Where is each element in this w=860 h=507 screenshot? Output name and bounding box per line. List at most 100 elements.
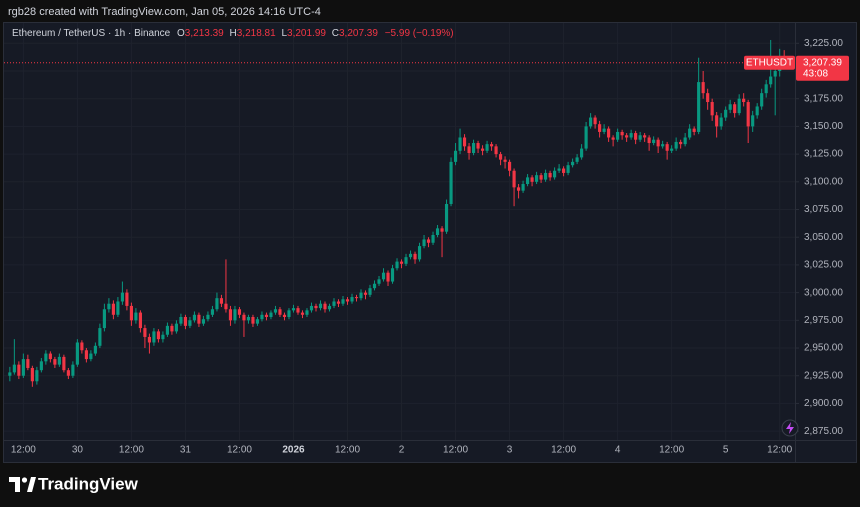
candle-body [575, 157, 579, 162]
candle-body [237, 309, 242, 315]
y-tick-label: 3,125.00 [804, 149, 843, 160]
y-tick-label: 2,875.00 [804, 426, 843, 437]
candle-body [314, 305, 318, 309]
candle-body [408, 253, 413, 258]
x-tick-label: 12:00 [11, 445, 36, 456]
ohlc-key: L [281, 28, 287, 39]
candle-body [125, 292, 129, 306]
candle-body [719, 117, 723, 127]
bolt-icon [786, 422, 794, 434]
candle-body [84, 350, 88, 360]
candle-body [93, 345, 97, 354]
candle-body [566, 165, 570, 173]
candle-body [489, 144, 494, 147]
candle-body [390, 268, 395, 282]
candle-body [138, 312, 142, 329]
candle-body [170, 325, 174, 332]
candle-body [562, 168, 566, 173]
symbol-tag-bg [744, 55, 795, 70]
candle-body [62, 356, 66, 371]
change: −5.99 (−0.19%) [385, 28, 454, 39]
candles [8, 39, 786, 387]
candle-body [746, 102, 750, 127]
x-tick-label: 4 [615, 445, 621, 456]
candle-body [710, 102, 714, 116]
x-tick-label: 2 [399, 445, 405, 456]
candle-body [652, 139, 656, 144]
candle-body [44, 353, 48, 362]
x-tick-label: 12:00 [551, 445, 576, 456]
candle-body [656, 139, 660, 147]
x-tick-label: 2026 [282, 445, 305, 456]
symbol-info: Ethereum / TetherUS · 1h · Binance [12, 28, 171, 39]
candle-body [336, 301, 341, 304]
candle-body [197, 314, 201, 324]
candle-body [372, 283, 377, 289]
candle-body [485, 144, 489, 151]
candle-body [89, 353, 93, 360]
y-tick-label: 3,175.00 [804, 93, 843, 104]
legend: Ethereum / TetherUS · 1h · Binance O3,21… [12, 28, 454, 39]
candle-body [26, 359, 30, 368]
candle-body [116, 301, 120, 315]
candle-body [688, 128, 692, 138]
candle-body [341, 299, 345, 304]
candle-body [476, 143, 480, 149]
candle-body [66, 370, 70, 376]
candle-body [300, 312, 305, 315]
candle-body [692, 128, 696, 132]
candle-body [48, 353, 52, 360]
candle-body [517, 187, 521, 191]
ohlc-value: 3,213.39 [185, 28, 224, 39]
candle-body [701, 82, 705, 94]
candle-body [629, 133, 633, 138]
last-price-label: 3,207.39 [803, 57, 842, 68]
y-tick-label: 3,100.00 [804, 176, 843, 187]
candle-body [679, 141, 683, 145]
candle-body [278, 309, 282, 315]
candle-body [264, 314, 269, 317]
candle-body [480, 148, 485, 151]
candle-body [417, 246, 422, 260]
candle-body [134, 312, 138, 321]
candle-body [98, 328, 102, 346]
y-tick-label: 3,000.00 [804, 287, 843, 298]
candle-body [327, 305, 332, 310]
candle-body [287, 310, 291, 317]
candle-body [471, 143, 476, 153]
candle-body [724, 109, 728, 118]
candle-body [192, 314, 197, 321]
candle-body [161, 334, 165, 340]
candle-body [607, 128, 611, 138]
grid: 2,875.00 2,900.00 2,925.00 2,950.00 2,975.00… [4, 23, 843, 456]
candle-body [584, 126, 588, 149]
candle-body [530, 177, 534, 182]
candle-body [733, 104, 737, 114]
candle-body [399, 261, 404, 264]
candle-body [269, 312, 273, 317]
y-tick-label: 3,075.00 [804, 204, 843, 215]
x-tick-label: 12:00 [659, 445, 684, 456]
candle-body [309, 305, 314, 311]
candle-body [107, 303, 111, 310]
y-tick-label: 2,975.00 [804, 315, 843, 326]
candle-body [507, 161, 512, 171]
symbol-tag: ETHUSDT [746, 57, 793, 68]
candle-body [251, 317, 255, 324]
x-tick-label: 12:00 [119, 445, 144, 456]
candle-body [625, 135, 629, 138]
candle-body [404, 257, 408, 264]
candle-body [80, 342, 84, 351]
candle-body [544, 172, 548, 180]
candle-body [224, 303, 228, 310]
candle-body [611, 137, 615, 140]
candle-body [35, 370, 39, 382]
candle-body [255, 319, 260, 324]
candle-body [354, 297, 359, 299]
candle-body [728, 104, 732, 110]
candle-body [643, 135, 647, 138]
ohlc-key: O [177, 28, 185, 39]
candle-body [183, 317, 188, 326]
x-tick-label: 3 [507, 445, 513, 456]
